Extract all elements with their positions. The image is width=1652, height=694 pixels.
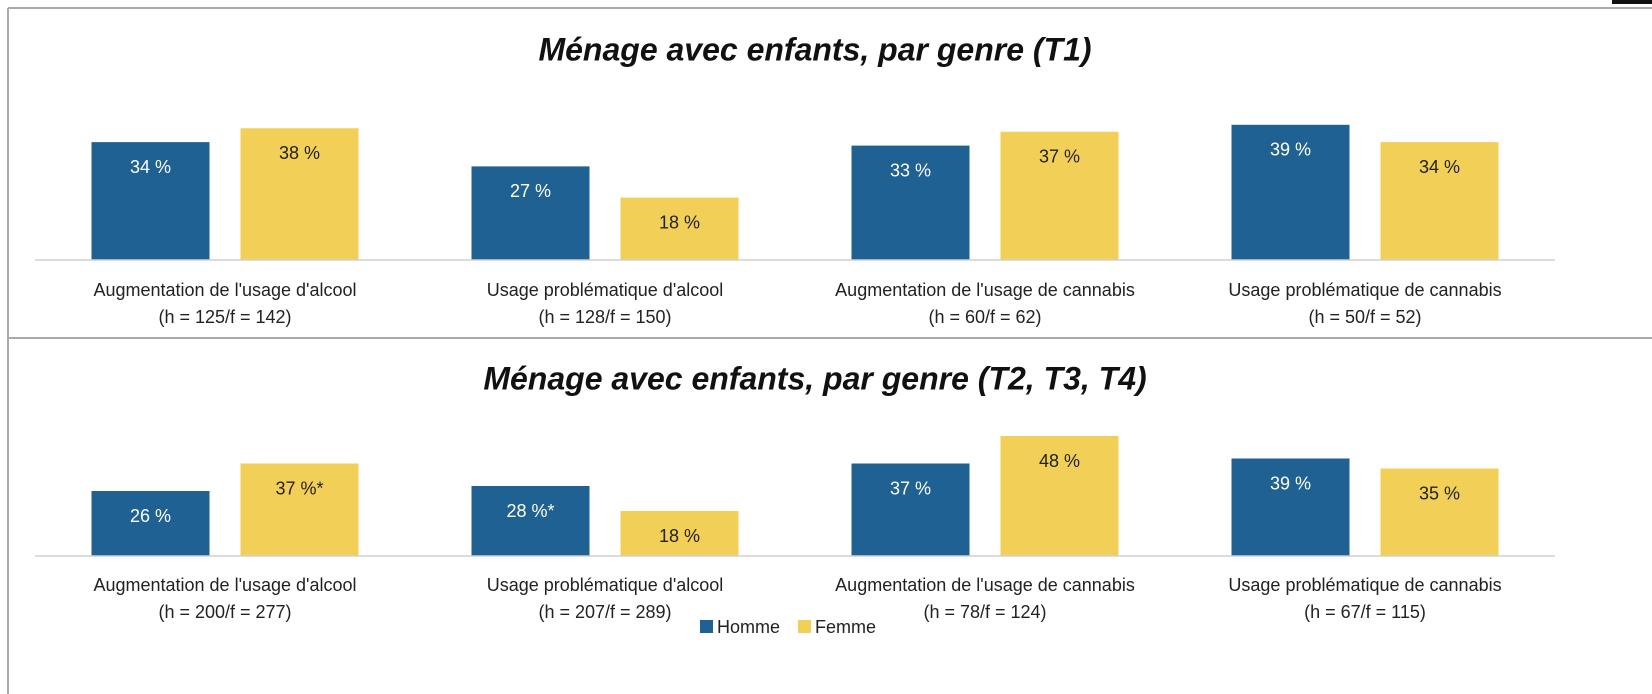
bar xyxy=(851,145,970,260)
bar xyxy=(1380,142,1499,260)
bar xyxy=(851,463,970,556)
x-tick-label: Usage problématique d'alcool xyxy=(487,575,724,595)
x-tick-label: (h = 128/f = 150) xyxy=(538,307,671,327)
x-tick-label: Usage problématique de cannabis xyxy=(1228,280,1501,300)
value-label: 39 % xyxy=(1270,473,1311,493)
legend-swatch xyxy=(700,620,713,633)
x-tick-label: Usage problématique de cannabis xyxy=(1228,575,1501,595)
x-tick-label: (h = 67/f = 115) xyxy=(1304,602,1426,622)
x-tick-label: Usage problématique d'alcool xyxy=(487,280,724,300)
value-label: 37 %* xyxy=(275,478,323,498)
value-label: 28 %* xyxy=(506,501,554,521)
x-tick-label: Augmentation de l'usage d'alcool xyxy=(93,575,356,595)
chart-title: Ménage avec enfants, par genre (T1) xyxy=(538,31,1091,67)
value-label: 38 % xyxy=(279,143,320,163)
corner-mark xyxy=(1612,0,1652,4)
bar xyxy=(1231,124,1350,260)
value-label: 18 % xyxy=(659,526,700,546)
x-tick-label: (h = 50/f = 52) xyxy=(1308,307,1421,327)
value-label: 37 % xyxy=(1039,146,1080,166)
bar xyxy=(471,486,590,556)
legend-label: Homme xyxy=(717,617,780,637)
bar xyxy=(1000,436,1119,556)
bar xyxy=(620,511,739,556)
x-tick-label: (h = 125/f = 142) xyxy=(158,307,291,327)
value-label: 35 % xyxy=(1419,483,1460,503)
value-label: 39 % xyxy=(1270,140,1311,160)
bar xyxy=(240,463,359,556)
x-tick-label: (h = 207/f = 289) xyxy=(538,602,671,622)
bar xyxy=(91,491,210,556)
x-tick-label: (h = 200/f = 277) xyxy=(158,602,291,622)
bar xyxy=(91,142,210,260)
bar xyxy=(620,197,739,260)
bar xyxy=(1000,131,1119,260)
bar xyxy=(240,128,359,260)
x-tick-label: Augmentation de l'usage de cannabis xyxy=(835,280,1135,300)
bar xyxy=(1231,458,1350,556)
x-tick-label: Augmentation de l'usage d'alcool xyxy=(93,280,356,300)
bar xyxy=(1380,468,1499,556)
value-label: 27 % xyxy=(510,181,551,201)
bar xyxy=(471,166,590,260)
chart-title: Ménage avec enfants, par genre (T2, T3, … xyxy=(483,360,1146,396)
value-label: 18 % xyxy=(659,212,700,232)
value-label: 34 % xyxy=(1419,157,1460,177)
value-label: 33 % xyxy=(890,160,931,180)
legend-label: Femme xyxy=(815,617,876,637)
x-tick-label: (h = 78/f = 124) xyxy=(923,602,1046,622)
x-tick-label: Augmentation de l'usage de cannabis xyxy=(835,575,1135,595)
value-label: 37 % xyxy=(890,478,931,498)
x-tick-label: (h = 60/f = 62) xyxy=(928,307,1041,327)
value-label: 48 % xyxy=(1039,451,1080,471)
legend-swatch xyxy=(798,620,812,633)
value-label: 26 % xyxy=(130,506,171,526)
value-label: 34 % xyxy=(130,157,171,177)
